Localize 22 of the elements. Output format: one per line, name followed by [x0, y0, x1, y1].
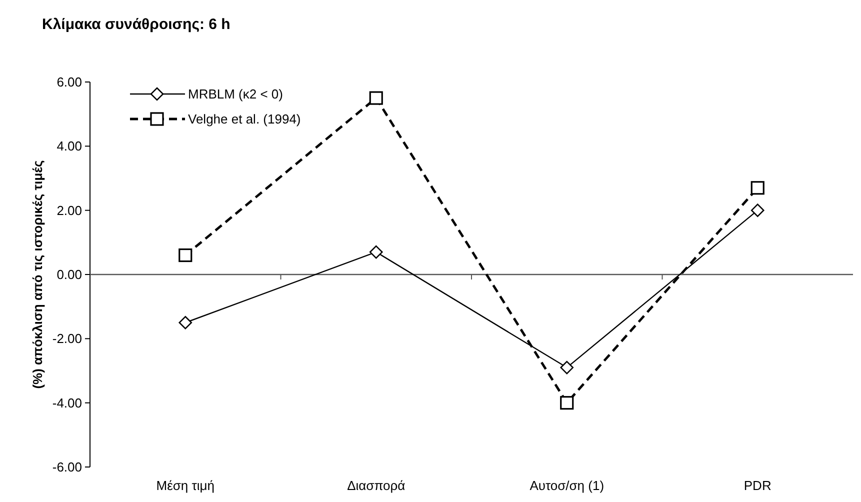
y-tick-label: 4.00 [56, 138, 82, 154]
point [560, 360, 574, 374]
y-tick-label: 2.00 [56, 202, 82, 218]
legend-label: MRBLM (κ2 < 0) [188, 86, 283, 102]
y-tick-label: 6.00 [56, 74, 82, 90]
y-tick-label: -2.00 [52, 331, 82, 346]
legend-label: Velghe et al. (1994) [188, 112, 301, 127]
y-tick-label: 0.00 [56, 267, 82, 282]
x-tick-label: Μέση τιμή [156, 478, 214, 493]
point [750, 181, 764, 195]
point [560, 396, 574, 410]
point [369, 245, 383, 259]
y-axis-title: (%) απόκλιση από τις ιστορικές τιμές [30, 160, 45, 389]
x-tick-label: Διασπορά [347, 478, 406, 493]
y-tick-label: -4.00 [52, 395, 82, 410]
x-tick-label: Αυτοσ/ση (1) [530, 478, 604, 493]
point [369, 91, 383, 105]
chart-title: Κλίμακα συνάθροισης: 6 h [42, 16, 230, 33]
point [178, 248, 192, 262]
point [178, 316, 192, 330]
y-tick-label: -6.00 [52, 460, 82, 475]
x-tick-label: PDR [744, 478, 772, 493]
